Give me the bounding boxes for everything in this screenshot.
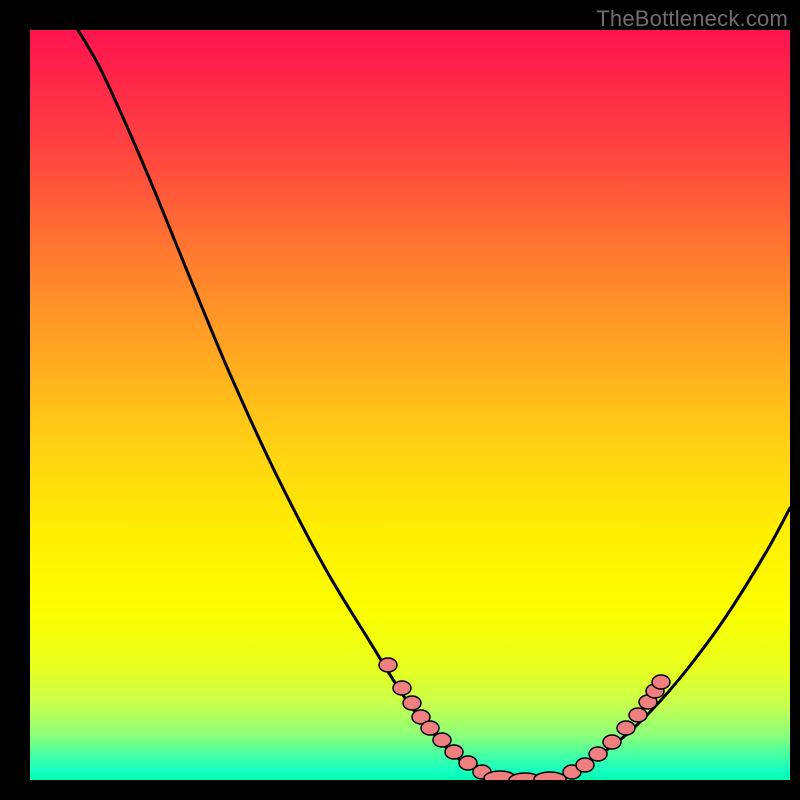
- curve-marker: [421, 721, 439, 735]
- curve-marker: [393, 681, 411, 695]
- curve-marker: [652, 675, 670, 689]
- curve-marker: [403, 696, 421, 710]
- marker-cluster-left: [379, 658, 491, 779]
- curve-marker: [589, 747, 607, 761]
- chart-frame: TheBottleneck.com: [0, 0, 800, 800]
- curve-marker: [445, 745, 463, 759]
- curve-marker: [576, 758, 594, 772]
- curve-marker: [379, 658, 397, 672]
- bottleneck-curve-layer: [30, 30, 790, 780]
- curve-marker: [603, 735, 621, 749]
- marker-cluster-bottom: [484, 771, 566, 780]
- plot-area: [30, 30, 790, 780]
- bottleneck-curve: [78, 30, 790, 780]
- marker-cluster-right: [563, 675, 670, 779]
- watermark-text: TheBottleneck.com: [596, 6, 788, 32]
- curve-marker: [433, 733, 451, 747]
- curve-marker: [617, 721, 635, 735]
- curve-marker: [629, 708, 647, 722]
- curve-marker: [534, 772, 566, 780]
